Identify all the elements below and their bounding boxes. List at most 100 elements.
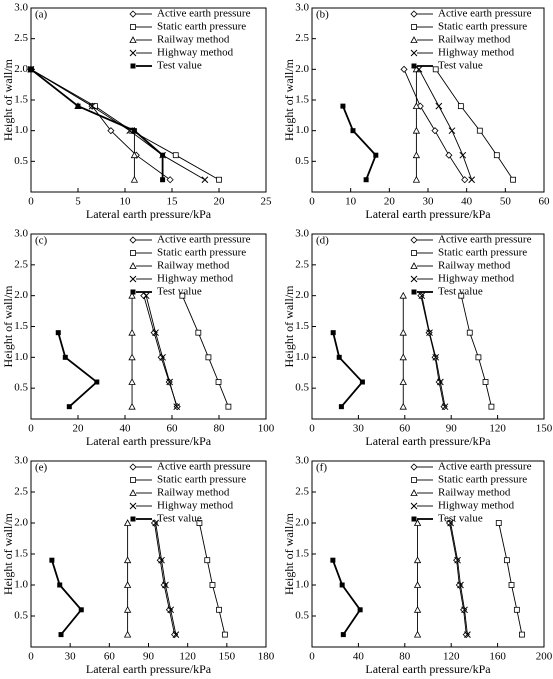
marker-triangle [123, 519, 132, 526]
y-tick-label: 1.5 [14, 94, 28, 106]
legend-label: Test value [157, 60, 202, 72]
marker-cross [129, 49, 137, 57]
marker-triangle [413, 519, 422, 526]
x-axis-label: Lateral earth pressure/kPa [86, 207, 212, 221]
legend-label: Static earth pressure [438, 247, 527, 259]
marker-filled-square [160, 152, 166, 158]
legend-label: Test value [157, 513, 202, 525]
marker-triangle [130, 151, 139, 159]
x-tick-label: 20 [73, 423, 85, 435]
marker-square [216, 176, 222, 183]
y-tick-label: 3.0 [295, 228, 309, 240]
marker-triangle [410, 36, 418, 43]
marker-filled-square [130, 289, 136, 295]
marker-triangle [410, 262, 418, 269]
panel: (f) 0 40 80 120 160 200 0.5 1.0 1.5 2.0 2.5 3.0 Later… [282, 455, 553, 676]
y-tick-label: 3.0 [295, 2, 309, 14]
legend-label: Test value [157, 286, 202, 298]
marker-square [130, 250, 136, 256]
legend-label: Active earth pressure [438, 8, 532, 20]
marker-diamond [435, 378, 443, 386]
marker-cross [448, 127, 456, 135]
marker-triangle [129, 262, 137, 269]
marker-cross [437, 378, 444, 386]
legend-label: Railway method [157, 487, 230, 499]
marker-diamond [455, 581, 463, 589]
marker-filled-square [66, 404, 72, 410]
legend-label: Highway method [157, 273, 234, 285]
y-tick-label: 1.5 [295, 94, 309, 106]
marker-diamond [440, 403, 448, 411]
x-tick-label: 50 [500, 196, 512, 208]
legend-label: Railway method [438, 260, 511, 272]
marker-triangle [413, 630, 422, 638]
marker-triangle [128, 291, 136, 299]
marker-cross [435, 102, 443, 110]
y-tick-label: 0.5 [14, 610, 28, 622]
marker-filled-square [130, 516, 136, 522]
marker-cross [432, 353, 440, 361]
marker-triangle [399, 328, 407, 336]
legend-label: Active earth pressure [157, 8, 251, 20]
marker-cross [152, 519, 160, 527]
marker-filled-square [411, 63, 417, 69]
marker-cross [167, 606, 175, 614]
marker-square [476, 127, 483, 134]
marker-square [216, 606, 222, 613]
marker-diamond [410, 236, 418, 244]
marker-triangle [129, 36, 137, 43]
x-tick-label: 20 [384, 196, 396, 208]
panel: (c) 0 20 40 60 80 100 0.5 1.0 1.5 2.0 2.5 3.0 Lateral… [1, 228, 275, 448]
marker-triangle [412, 175, 421, 183]
marker-triangle [128, 402, 136, 410]
marker-diamond [445, 151, 453, 159]
marker-diamond [410, 10, 418, 18]
marker-cross [447, 519, 454, 527]
legend-label: Railway method [157, 34, 230, 46]
marker-triangle [130, 175, 139, 183]
marker-square [130, 24, 136, 30]
y-tick-label: 2.0 [14, 63, 28, 75]
x-tick-label: 160 [489, 651, 506, 663]
marker-square [513, 606, 520, 613]
x-tick-label: 60 [104, 651, 116, 663]
x-tick-label: 40 [353, 651, 365, 663]
marker-filled-square [339, 582, 345, 588]
legend-label: Highway method [438, 47, 515, 59]
marker-triangle [123, 556, 132, 564]
legend-label: Static earth pressure [438, 474, 527, 486]
x-tick-label: 0 [309, 196, 315, 208]
series-line [30, 68, 164, 180]
x-tick-label: 20 [214, 196, 226, 208]
y-tick-label: 0.5 [295, 155, 309, 167]
y-tick-label: 1.0 [295, 124, 309, 136]
legend-label: Active earth pressure [157, 234, 251, 246]
y-tick-label: 2.0 [14, 289, 28, 301]
series-line [460, 295, 492, 407]
series-line [449, 522, 467, 635]
marker-square [493, 152, 500, 159]
marker-square [205, 354, 212, 361]
marker-triangle [413, 581, 422, 588]
x-tick-label: 120 [179, 651, 196, 663]
marker-diamond [171, 631, 179, 639]
panel: (d) 0 30 60 90 120 150 0.5 1.0 1.5 2.0 2.5 3.0 Latera… [282, 228, 553, 448]
marker-square [196, 520, 203, 526]
marker-square [466, 329, 473, 336]
marker-cross [459, 151, 467, 159]
x-tick-label: 5 [75, 196, 81, 208]
marker-filled-square [131, 128, 137, 134]
legend-label: Active earth pressure [438, 461, 532, 473]
series-line [57, 332, 99, 408]
plot-frame [30, 460, 267, 648]
legend-label: Static earth pressure [157, 474, 246, 486]
x-tick-label: 10 [120, 196, 132, 208]
y-tick-label: 3.0 [14, 455, 28, 467]
series-line [403, 69, 466, 180]
marker-filled-square [411, 289, 417, 295]
marker-diamond [166, 176, 174, 184]
x-axis-label: Lateral earth pressure/kPa [365, 662, 491, 676]
x-tick-label: 60 [539, 196, 551, 208]
marker-diamond [129, 10, 137, 18]
legend-label: Test value [438, 513, 483, 525]
